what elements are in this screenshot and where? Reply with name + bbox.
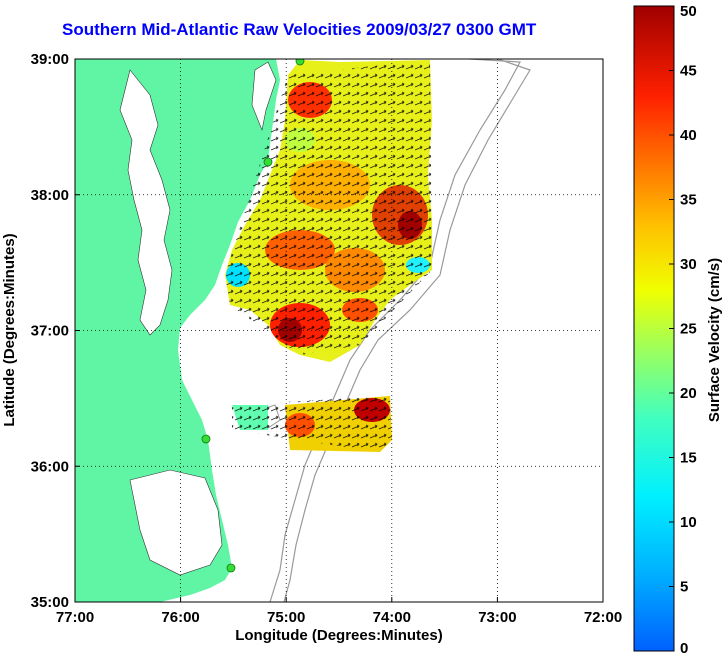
x-tick-label: 73:00 [478, 609, 516, 626]
x-tick-label: 74:00 [373, 609, 411, 626]
y-tick-label: 36:00 [31, 458, 69, 475]
colorbar [633, 5, 675, 652]
x-tick-label: 72:00 [584, 609, 622, 626]
y-tick-label: 37:00 [31, 323, 69, 340]
colorbar-tick-label: 40 [680, 127, 697, 144]
x-tick-label: 76:00 [161, 609, 199, 626]
colorbar-tick-label: 25 [680, 321, 697, 338]
y-tick-label: 39:00 [31, 51, 69, 68]
colorbar-tick-label: 10 [680, 514, 697, 531]
station-marker [226, 563, 236, 573]
colorbar-tick-label: 15 [680, 450, 697, 467]
y-tick-label: 38:00 [31, 187, 69, 204]
colorbar-tick-label: 35 [680, 192, 697, 209]
colorbar-tick-label: 45 [680, 63, 697, 80]
colorbar-label: Surface Velocity (cm/s) [706, 258, 723, 422]
colorbar-tick-label: 5 [680, 579, 688, 596]
grid-lines [75, 59, 603, 602]
station-marker [201, 434, 211, 444]
chesapeake-bay [119, 69, 173, 336]
velocity-field [225, 60, 432, 452]
bathymetry-contour [283, 59, 531, 602]
x-tick-label: 77:00 [56, 609, 94, 626]
station-marker [295, 59, 305, 66]
y-axis-label: Latitude (Degrees:Minutes) [1, 233, 18, 426]
land-mass [75, 59, 280, 602]
colorbar-tick-label: 50 [680, 3, 697, 20]
x-tick-label: 75:00 [267, 609, 305, 626]
x-axis-label: Longitude (Degrees:Minutes) [235, 627, 443, 644]
colorbar-tick-label: 20 [680, 385, 697, 402]
delaware-bay [251, 61, 277, 132]
station-marker [263, 157, 273, 167]
y-tick-label: 35:00 [31, 594, 69, 611]
colorbar-tick-label: 0 [680, 640, 688, 657]
map-title: Southern Mid-Atlantic Raw Velocities 200… [62, 20, 537, 39]
colorbar-tick-label: 30 [680, 256, 697, 273]
pamlico-sound [129, 469, 223, 576]
